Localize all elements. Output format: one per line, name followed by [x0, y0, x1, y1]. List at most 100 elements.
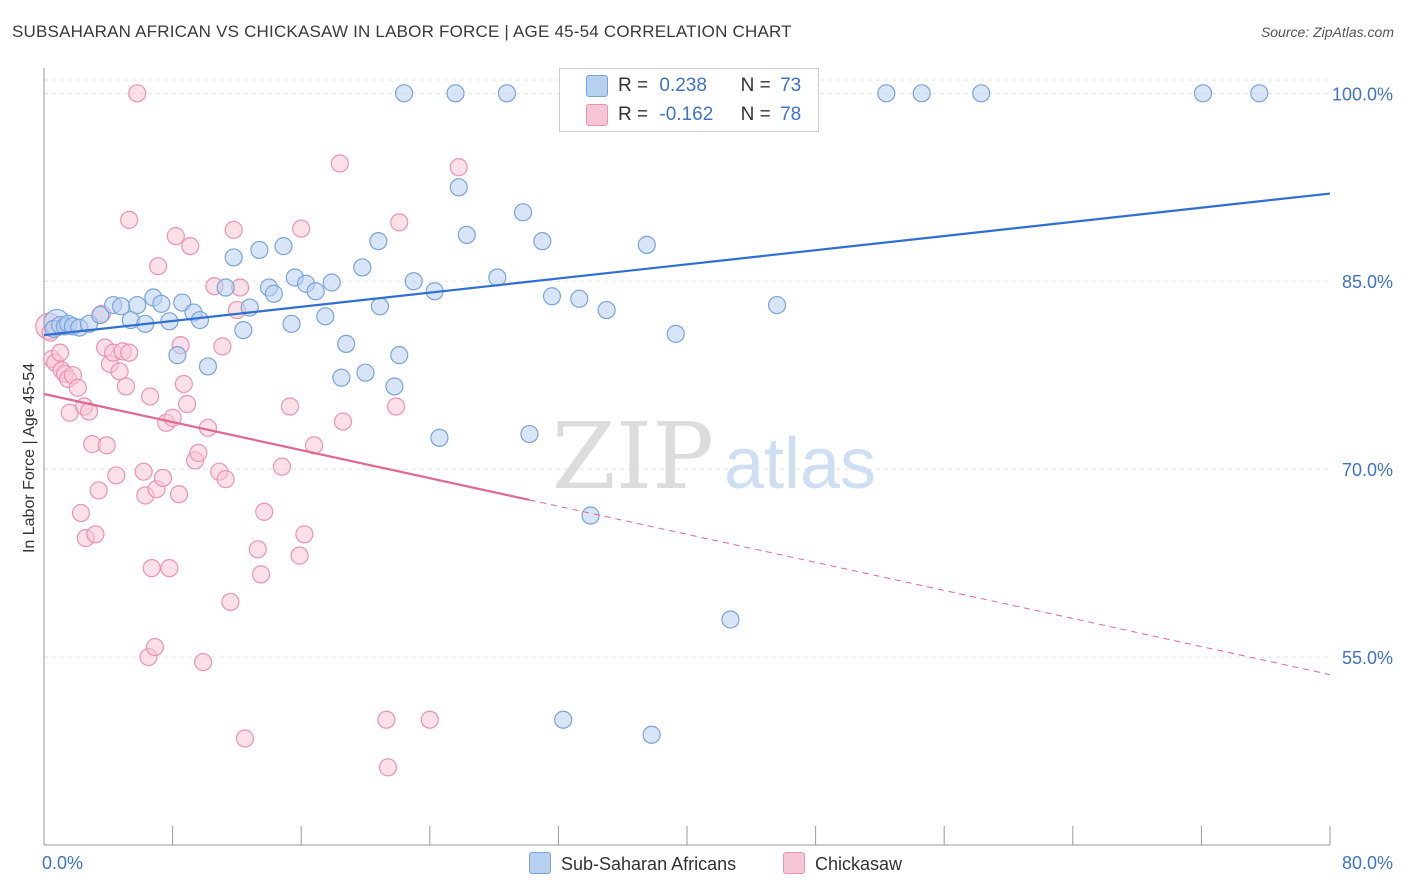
chickasaw-point: [280, 397, 300, 416]
legend-n-value: 78: [780, 104, 802, 125]
subsaharan-point: [488, 268, 507, 287]
subsaharan-point: [128, 295, 147, 315]
legend-r-label: R =: [618, 75, 649, 96]
subsaharan-point: [356, 363, 375, 382]
subsaharan-point: [877, 84, 896, 103]
chickasaw-point: [420, 710, 439, 729]
subsaharan-point: [306, 282, 325, 301]
stats-legend: R = 0.238 N = 73 R = -0.162 N = 78: [559, 68, 819, 132]
chickasaw-point: [134, 462, 153, 481]
subsaharan-point: [168, 346, 187, 365]
chickasaw-point: [216, 470, 235, 489]
legend-n-value: 73: [780, 75, 802, 96]
chickasaw-point: [160, 559, 179, 578]
subsaharan-point: [332, 368, 351, 387]
chickasaw-point: [116, 377, 136, 396]
chickasaw-point: [169, 485, 189, 504]
subsaharan-point: [1250, 84, 1269, 103]
chickasaw-point: [272, 457, 292, 476]
subsaharan-trend-line: [43, 192, 1331, 337]
legend-r-label: R =: [618, 104, 649, 125]
chickasaw-point: [97, 436, 116, 455]
subsaharan-point: [274, 237, 293, 256]
x-tick-label: 0.0%: [42, 853, 83, 873]
source-label: Source: ZipAtlas.com: [1260, 24, 1394, 40]
chickasaw-point: [290, 546, 309, 565]
y-tick-label: 85.0%: [1342, 272, 1393, 292]
subsaharan-point: [404, 272, 423, 291]
grid-layer: [44, 79, 1330, 658]
legend-swatch-pink: [586, 104, 608, 126]
subsaharan-point: [264, 284, 283, 303]
chickasaw-point: [128, 84, 147, 103]
chickasaw-trend-line: [43, 392, 530, 502]
chickasaw-point: [221, 592, 240, 612]
chickasaw-point: [110, 362, 129, 381]
chickasaw-point: [255, 502, 274, 521]
subsaharan-point: [533, 232, 552, 251]
chickasaw-point: [386, 397, 406, 416]
chickasaw-point: [177, 394, 197, 414]
y-tick-label: 55.0%: [1342, 648, 1393, 668]
legend-swatch-blue: [586, 75, 608, 97]
subsaharan-point: [554, 710, 573, 729]
chickasaw-point: [86, 525, 105, 544]
subsaharan-point: [972, 84, 991, 103]
subsaharan-point: [152, 294, 171, 313]
subsaharan-point: [642, 725, 661, 744]
subsaharan-point: [316, 307, 335, 326]
subsaharan-point: [497, 84, 517, 103]
bottom-legend-label: Chickasaw: [815, 854, 903, 874]
subsaharan-point: [666, 324, 685, 343]
subsaharan-point: [190, 310, 210, 330]
chickasaw-points: [35, 84, 468, 777]
bottom-legend-swatch-blue: [529, 852, 551, 874]
chickasaw-point: [194, 652, 213, 672]
subsaharan-point: [581, 506, 600, 525]
subsaharan-point: [370, 297, 390, 316]
bottom-legend-swatch-pink: [783, 852, 805, 874]
chickasaw-point: [120, 343, 139, 362]
chickasaw-trend-extension: [529, 499, 1331, 676]
chickasaw-point: [224, 220, 243, 239]
chickasaw-point: [149, 257, 168, 276]
y-tick-label: 70.0%: [1342, 460, 1393, 480]
subsaharan-point: [721, 610, 740, 629]
legend-n-label: N =: [740, 104, 771, 125]
chickasaw-point: [89, 481, 108, 500]
chickasaw-point: [166, 227, 185, 246]
chickasaw-point: [142, 559, 161, 578]
legend-r-value: 0.238: [659, 75, 707, 96]
chickasaw-point: [248, 540, 267, 559]
subsaharan-point: [353, 258, 372, 277]
legend-r-value: -0.162: [659, 104, 714, 125]
subsaharan-point: [390, 346, 409, 365]
watermark-atlas: atlas: [724, 424, 876, 504]
subsaharan-point: [570, 289, 589, 308]
x-tick-label: 80.0%: [1342, 853, 1393, 873]
bottom-legend-label: Sub-Saharan Africans: [561, 854, 737, 874]
chickasaw-point: [377, 710, 396, 729]
subsaharan-point: [369, 232, 388, 251]
subsaharan-point: [250, 240, 269, 260]
chickasaw-point: [330, 154, 349, 173]
chickasaw-point: [295, 525, 314, 544]
chickasaw-point: [153, 468, 173, 488]
bottom-legend-chickasaw: Chickasaw: [783, 852, 902, 875]
chickasaw-point: [449, 158, 468, 177]
subsaharan-point: [912, 84, 931, 103]
subsaharan-point: [224, 248, 243, 267]
subsaharan-point: [449, 178, 468, 197]
watermark-zip: ZIP: [552, 403, 714, 510]
subsaharan-point: [385, 377, 404, 396]
chickasaw-point: [378, 758, 398, 777]
subsaharan-point: [513, 203, 533, 222]
subsaharan-point: [520, 424, 539, 444]
x-tick-labels: 0.0% 80.0%: [42, 853, 1393, 873]
chickasaw-point: [120, 210, 139, 229]
chickasaw-point: [251, 565, 271, 584]
subsaharan-point: [198, 357, 218, 376]
chickasaw-point: [181, 237, 200, 256]
chart-title: SUBSAHARAN AFRICAN VS CHICKASAW IN LABOR…: [12, 22, 792, 41]
